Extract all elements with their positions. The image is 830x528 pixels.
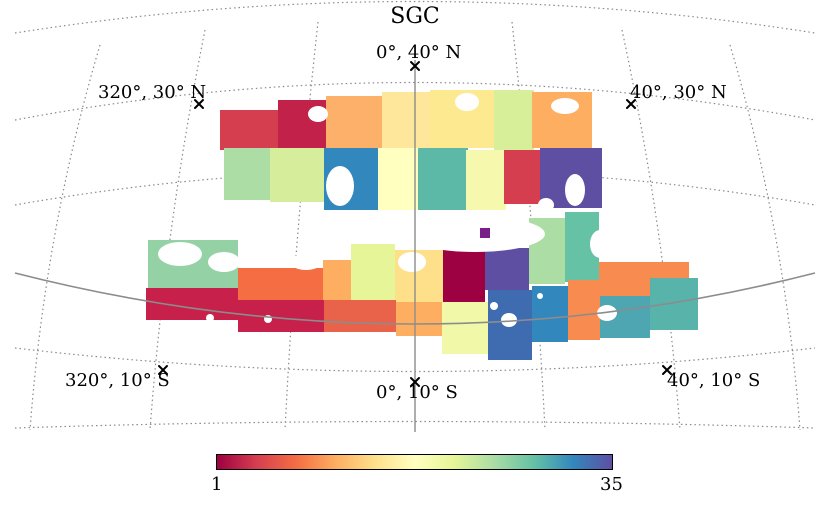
marker-40-10s	[662, 365, 672, 375]
small-tile	[480, 228, 490, 238]
marker-320-10s	[158, 365, 168, 375]
marker-0-40n	[410, 61, 420, 71]
marker-0-10s	[410, 377, 420, 387]
colorbar	[216, 454, 613, 470]
marker-320-30n	[194, 99, 204, 109]
masked-regions	[158, 93, 617, 327]
colorbar-min-label: 1	[211, 474, 223, 495]
marker-label-40-10s: 40°, 10° S	[667, 370, 761, 391]
marker-40-30n	[626, 99, 636, 109]
marker-label-320-30n: 320°, 30° N	[98, 82, 207, 103]
footprint-south	[146, 212, 698, 360]
colorbar-max-label: 35	[600, 474, 623, 495]
footprint-north	[220, 90, 602, 210]
markers	[158, 61, 672, 387]
map-title: SGC	[390, 4, 440, 29]
marker-label-320-10s: 320°, 10° S	[65, 370, 170, 391]
marker-label-0-10s: 0°, 10° S	[376, 382, 458, 403]
marker-label-0-40n: 0°, 40° N	[376, 42, 462, 63]
marker-label-40-30n: 40°, 30° N	[630, 82, 727, 103]
